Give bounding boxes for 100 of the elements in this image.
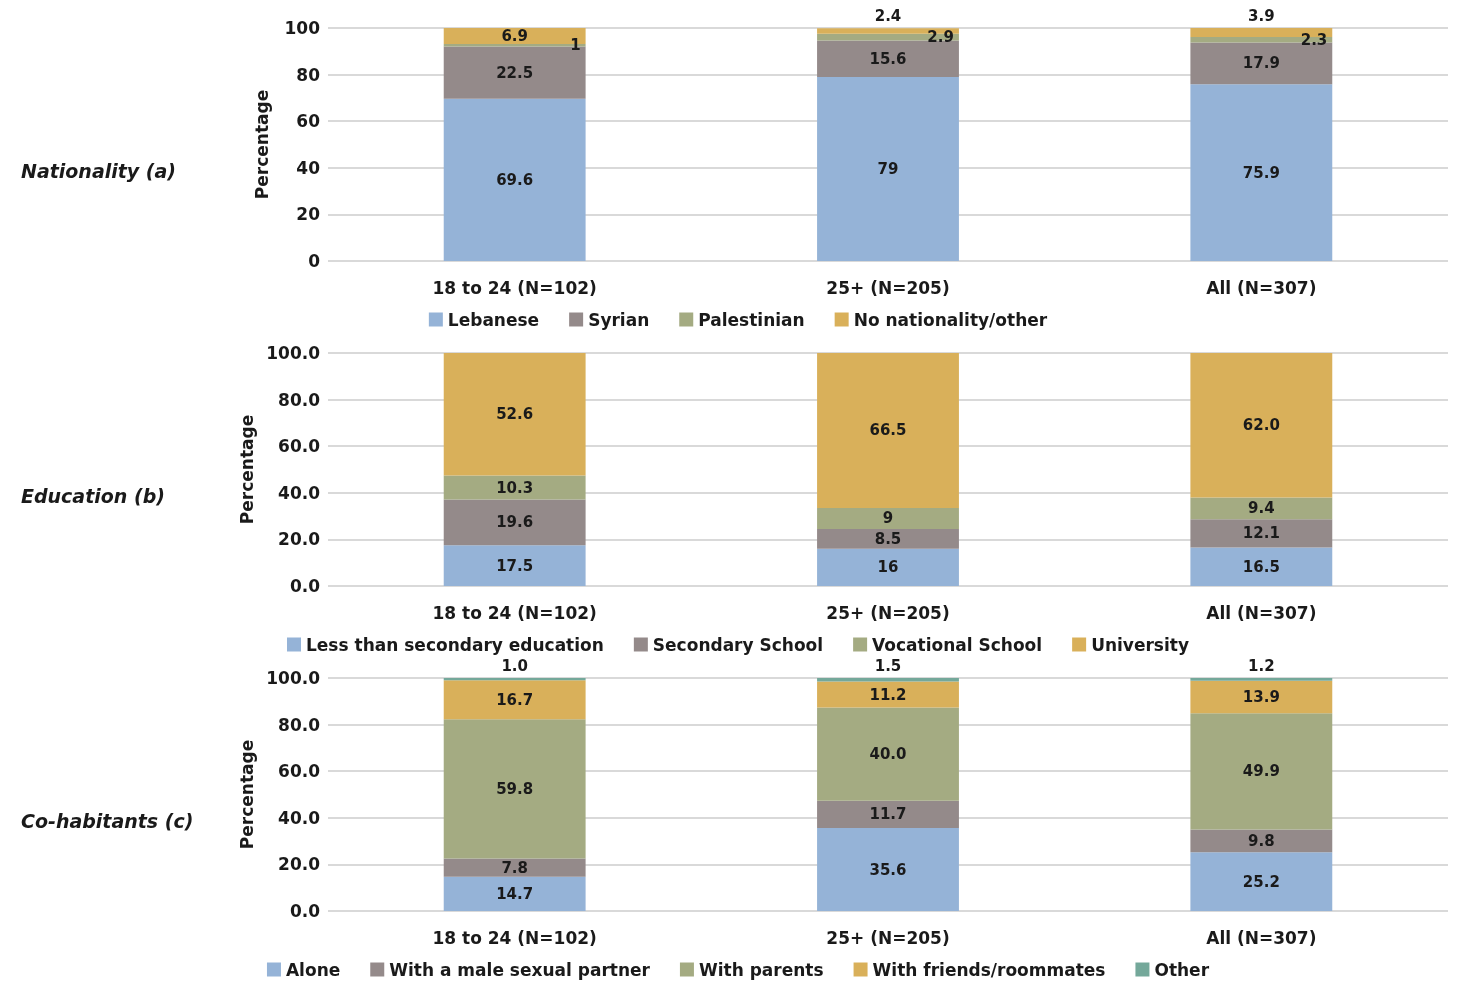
y-tick-label: 20 bbox=[296, 204, 321, 225]
text: Education (b) bbox=[21, 484, 165, 507]
y-axis-title: Percentage bbox=[236, 739, 257, 850]
data-label: 2.3 bbox=[1300, 30, 1328, 49]
data-label: 69.6 bbox=[496, 170, 534, 189]
y-tick-label: 80.0 bbox=[278, 389, 321, 410]
legend-label: No nationality/other bbox=[853, 309, 1048, 330]
data-label: 2.9 bbox=[927, 28, 954, 47]
x-tick-label: All (N=307) bbox=[1206, 602, 1317, 623]
legend-label: With a male sexual partner bbox=[389, 959, 651, 980]
x-tick-label: 25+ (N=205) bbox=[826, 927, 950, 948]
bar bbox=[1190, 497, 1333, 520]
data-label: 16.5 bbox=[1242, 557, 1280, 576]
data-label: 6.9 bbox=[501, 27, 528, 46]
data-label: 17.5 bbox=[496, 556, 534, 575]
y-tick-label: 60 bbox=[296, 111, 321, 132]
bar bbox=[817, 707, 959, 801]
data-label: 17.9 bbox=[1242, 54, 1280, 73]
bar bbox=[817, 528, 959, 549]
data-label: 59.8 bbox=[496, 779, 534, 798]
bar bbox=[1190, 713, 1333, 830]
legend-label: Other bbox=[1154, 959, 1210, 980]
bar bbox=[443, 876, 586, 911]
y-tick-label: 60.0 bbox=[278, 761, 321, 782]
bar bbox=[1190, 84, 1333, 261]
data-label: 16 bbox=[877, 558, 899, 577]
legend-label: With parents bbox=[698, 959, 824, 980]
data-label: 10.3 bbox=[496, 478, 534, 497]
data-label: 35.6 bbox=[869, 860, 907, 879]
data-label: 79 bbox=[877, 159, 899, 178]
data-label: 25.2 bbox=[1242, 872, 1280, 891]
bar bbox=[817, 76, 959, 261]
y-tick-label: 0.0 bbox=[289, 901, 321, 921]
bar bbox=[443, 545, 586, 586]
y-tick-label: 40 bbox=[296, 157, 321, 178]
bar bbox=[443, 499, 586, 546]
x-tick-label: 18 to 24 (N=102) bbox=[432, 277, 597, 298]
bar bbox=[817, 507, 959, 529]
data-label: 11.7 bbox=[869, 805, 907, 824]
y-tick-label: 80.0 bbox=[278, 714, 321, 735]
bar bbox=[1190, 353, 1333, 498]
x-tick-label: All (N=307) bbox=[1206, 927, 1317, 948]
data-label: 2.4 bbox=[874, 6, 902, 25]
bar bbox=[817, 828, 959, 911]
data-label: 1.0 bbox=[501, 656, 528, 675]
text: Co-habitants (c) bbox=[21, 809, 194, 832]
bar bbox=[817, 681, 959, 708]
x-tick-label: 18 to 24 (N=102) bbox=[432, 602, 597, 623]
y-axis-title: Percentage bbox=[251, 89, 272, 200]
bar bbox=[443, 719, 586, 859]
data-label: 12.1 bbox=[1242, 524, 1280, 543]
data-label: 1.5 bbox=[874, 656, 902, 675]
legend-label: With friends/roommates bbox=[872, 959, 1106, 980]
data-label: 62.0 bbox=[1242, 416, 1280, 435]
y-tick-label: 60.0 bbox=[278, 436, 321, 457]
data-label: 1 bbox=[570, 36, 581, 55]
y-tick-label: 20.0 bbox=[278, 854, 321, 875]
bar bbox=[1190, 547, 1333, 586]
data-label: 14.7 bbox=[496, 884, 534, 903]
y-tick-label: 100.0 bbox=[266, 343, 321, 363]
data-label: 40.0 bbox=[869, 745, 907, 764]
bar bbox=[1190, 829, 1333, 853]
data-label: 9.4 bbox=[1248, 499, 1275, 518]
y-tick-label: 0 bbox=[308, 251, 321, 271]
y-tick-label: 80 bbox=[296, 64, 321, 85]
text: Nationality (a) bbox=[21, 159, 177, 182]
x-tick-label: 25+ (N=205) bbox=[826, 602, 950, 623]
bar bbox=[443, 353, 586, 476]
y-tick-label: 40.0 bbox=[278, 807, 321, 828]
bar bbox=[443, 858, 586, 877]
y-tick-label: 100.0 bbox=[266, 668, 321, 688]
data-label: 11.2 bbox=[869, 685, 907, 704]
y-axis-title: Percentage bbox=[236, 414, 257, 525]
bar bbox=[443, 680, 586, 720]
y-tick-label: 20.0 bbox=[278, 529, 321, 550]
legend-label: Less than secondary education bbox=[305, 634, 604, 655]
y-tick-label: 0.0 bbox=[289, 576, 321, 596]
bar bbox=[817, 353, 959, 508]
x-tick-label: All (N=307) bbox=[1206, 277, 1317, 298]
data-label: 15.6 bbox=[869, 49, 907, 68]
data-label: 13.9 bbox=[1242, 687, 1280, 706]
data-label: 3.9 bbox=[1248, 6, 1275, 25]
bar bbox=[443, 475, 586, 500]
data-label: 49.9 bbox=[1242, 762, 1280, 781]
legend-label: Palestinian bbox=[698, 309, 805, 330]
data-label: 22.5 bbox=[496, 63, 534, 82]
data-label: 66.5 bbox=[869, 421, 907, 440]
bar bbox=[1190, 678, 1333, 681]
data-label: 8.5 bbox=[874, 529, 902, 548]
x-tick-label: 18 to 24 (N=102) bbox=[432, 927, 597, 948]
bar bbox=[1190, 519, 1333, 548]
data-label: 52.6 bbox=[496, 405, 534, 424]
legend-label: University bbox=[1091, 634, 1190, 655]
data-label: 16.7 bbox=[496, 690, 534, 709]
legend-label: Alone bbox=[285, 959, 341, 980]
data-label: 75.9 bbox=[1242, 163, 1280, 182]
data-label: 1.2 bbox=[1248, 656, 1275, 675]
y-tick-label: 100 bbox=[284, 18, 321, 38]
data-label: 7.8 bbox=[501, 858, 528, 877]
bar bbox=[817, 548, 959, 586]
